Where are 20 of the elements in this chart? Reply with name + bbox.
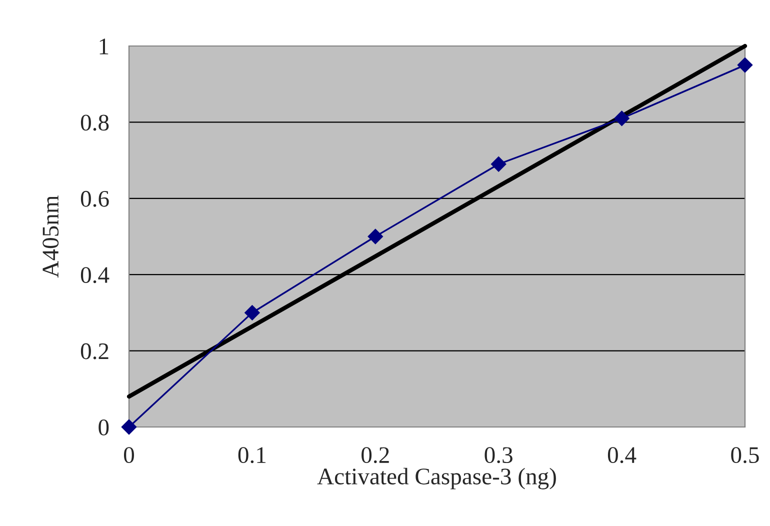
y-axis-title: A405nm [42,196,59,278]
x-tick-label: 0.5 [731,447,759,464]
x-tick-label: 0.3 [484,447,512,464]
y-tick-label: 0.8 [80,114,109,131]
x-tick-label: 0.4 [608,447,636,464]
x-tick-label: 0.1 [238,447,266,464]
point [121,419,137,435]
x-tick-label: 0 [124,447,134,464]
y-tick-label: 1 [100,38,108,54]
y-tick-label: 0 [98,419,109,436]
x-tick-label: 0.2 [362,447,389,464]
point [244,305,260,320]
x-axis-title: Activated Caspase-3 (ng) [317,468,556,490]
y-tick-label: 0.6 [80,190,109,207]
point [368,228,383,244]
point [491,156,506,172]
point [737,57,753,73]
y-tick-label: 0.2 [80,343,108,360]
point [614,110,630,126]
y-tick-label: 0.4 [80,267,110,284]
